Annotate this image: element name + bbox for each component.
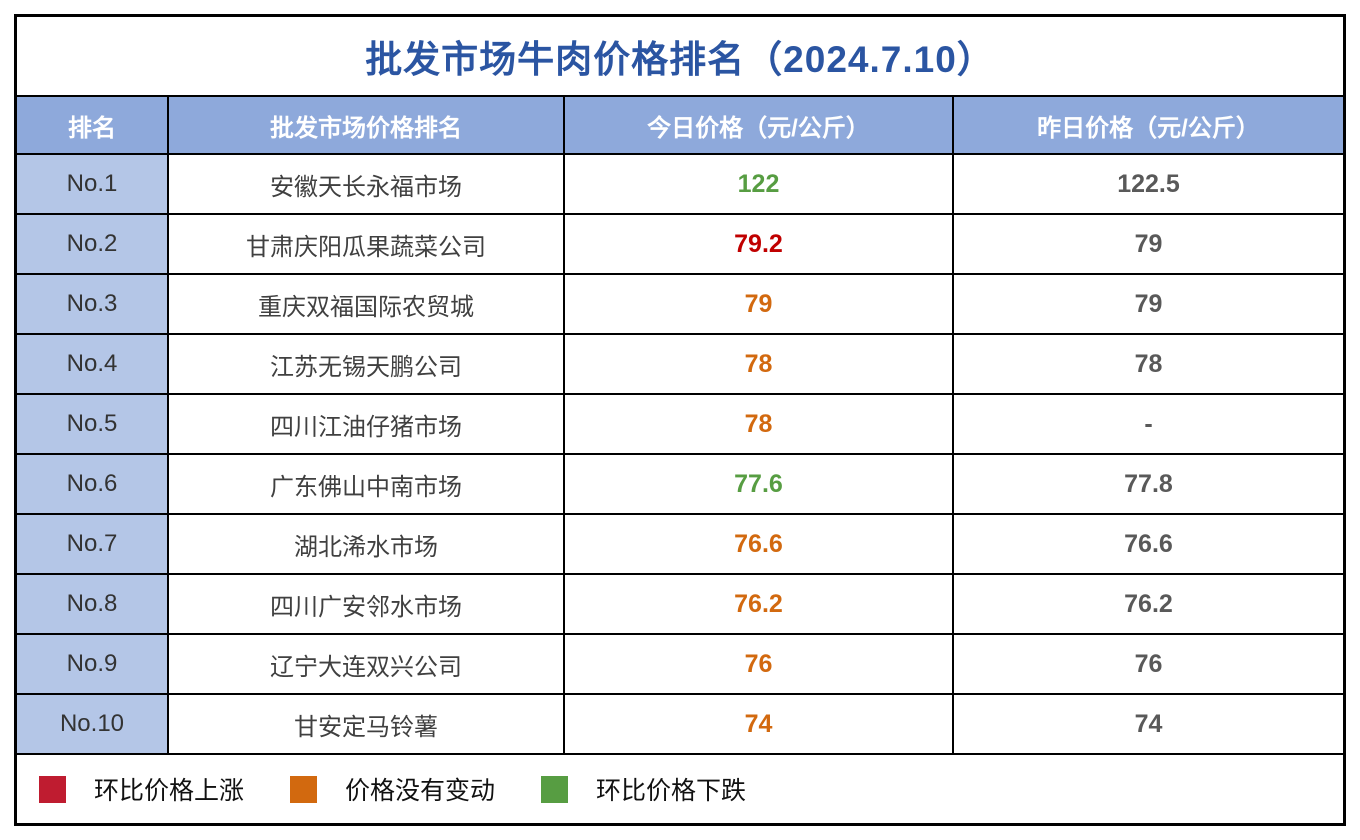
legend-item-price-flat: 价格没有变动	[290, 771, 495, 807]
market-cell: 甘肃庆阳瓜果蔬菜公司	[169, 215, 565, 273]
table-row: No.2 甘肃庆阳瓜果蔬菜公司 79.2 79	[17, 215, 1343, 275]
yesterday-price-cell: 74	[1134, 709, 1163, 738]
today-price-cell: 122	[565, 155, 954, 213]
market-cell: 四川广安邻水市场	[169, 575, 565, 633]
table-header-row: 排名 批发市场价格排名 今日价格（元/公斤） 昨日价格（元/公斤）	[17, 97, 1343, 155]
yesterday-price-cell: 76.2	[1124, 589, 1173, 618]
today-price-cell: 76.6	[565, 515, 954, 573]
rank-cell: No.5	[17, 395, 169, 453]
legend-label: 环比价格下跌	[596, 778, 747, 805]
today-price-cell: 76.2	[565, 575, 954, 633]
yesterday-price-cell: 76.6	[1124, 529, 1173, 558]
table-row: No.3 重庆双福国际农贸城 79 79	[17, 275, 1343, 335]
rank-cell: No.4	[17, 335, 169, 393]
market-cell: 广东佛山中南市场	[169, 455, 565, 513]
rank-cell: No.2	[17, 215, 169, 273]
yesterday-price-cell: -	[1144, 409, 1153, 438]
header-yesterday-price: 昨日价格（元/公斤）	[1037, 114, 1260, 142]
today-price-cell: 77.6	[565, 455, 954, 513]
header-rank: 排名	[17, 97, 169, 153]
market-cell: 安徽天长永福市场	[169, 155, 565, 213]
today-price-cell: 79.2	[565, 215, 954, 273]
today-price-cell: 79	[565, 275, 954, 333]
rank-cell: No.6	[17, 455, 169, 513]
table-row: No.7 湖北浠水市场 76.6 76.6	[17, 515, 1343, 575]
rank-cell: No.1	[17, 155, 169, 213]
market-cell: 甘安定马铃薯	[169, 695, 565, 753]
yesterday-price-cell: 76	[1134, 649, 1163, 678]
market-cell: 四川江油仔猪市场	[169, 395, 565, 453]
header-market: 批发市场价格排名	[169, 97, 565, 153]
market-cell: 辽宁大连双兴公司	[169, 635, 565, 693]
table-row: No.10 甘安定马铃薯 74 74	[17, 695, 1343, 755]
red-swatch-icon	[39, 775, 66, 803]
yesterday-price-cell: 79	[1134, 289, 1163, 318]
table-row: No.1 安徽天长永福市场 122 122.5	[17, 155, 1343, 215]
rank-cell: No.8	[17, 575, 169, 633]
page-title: 批发市场牛肉价格排名（2024.7.10）	[17, 17, 1343, 97]
yesterday-price-cell: 78	[1134, 349, 1163, 378]
rank-cell: No.3	[17, 275, 169, 333]
green-swatch-icon	[541, 775, 569, 803]
orange-swatch-icon	[290, 775, 318, 803]
market-cell: 重庆双福国际农贸城	[169, 275, 565, 333]
today-price-cell: 78	[565, 395, 954, 453]
yesterday-price-cell: 79	[1134, 229, 1163, 258]
table-row: No.6 广东佛山中南市场 77.6 77.8	[17, 455, 1343, 515]
legend-label: 环比价格上涨	[94, 778, 245, 805]
rank-cell: No.10	[17, 695, 169, 753]
legend: 环比价格上涨 价格没有变动 环比价格下跌	[17, 755, 1343, 823]
yesterday-price-cell: 122.5	[1117, 169, 1180, 198]
legend-item-price-up: 环比价格上涨	[39, 771, 244, 807]
yesterday-price-cell: 77.8	[1124, 469, 1173, 498]
market-cell: 江苏无锡天鹏公司	[169, 335, 565, 393]
table-row: No.9 辽宁大连双兴公司 76 76	[17, 635, 1343, 695]
legend-label: 价格没有变动	[345, 778, 496, 805]
today-price-cell: 76	[565, 635, 954, 693]
table-row: No.4 江苏无锡天鹏公司 78 78	[17, 335, 1343, 395]
rank-cell: No.7	[17, 515, 169, 573]
price-ranking-table: 批发市场牛肉价格排名（2024.7.10） 排名 批发市场价格排名 今日价格（元…	[14, 14, 1346, 826]
market-cell: 湖北浠水市场	[169, 515, 565, 573]
today-price-cell: 78	[565, 335, 954, 393]
table-row: No.5 四川江油仔猪市场 78 -	[17, 395, 1343, 455]
today-price-cell: 74	[565, 695, 954, 753]
header-today-price: 今日价格（元/公斤）	[565, 97, 954, 153]
rank-cell: No.9	[17, 635, 169, 693]
table-row: No.8 四川广安邻水市场 76.2 76.2	[17, 575, 1343, 635]
legend-item-price-down: 环比价格下跌	[541, 771, 746, 807]
